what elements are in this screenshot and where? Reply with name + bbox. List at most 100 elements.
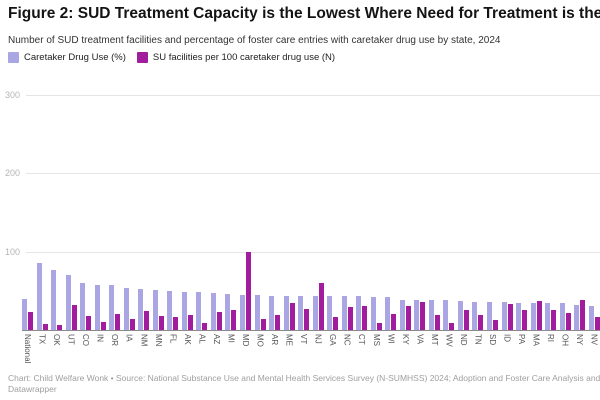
bar-caretaker-drug-use[interactable] xyxy=(167,290,173,330)
bar-su-facilities[interactable] xyxy=(565,312,571,330)
footer-datawrapper[interactable]: Datawrapper xyxy=(8,384,57,394)
chart-footer: Chart: Child Welfare Wonk • Source: Nati… xyxy=(8,373,600,395)
bar-caretaker-drug-use[interactable] xyxy=(530,302,536,330)
bar-group-ID xyxy=(501,301,513,330)
bar-su-facilities[interactable] xyxy=(594,317,600,330)
bar-su-facilities[interactable] xyxy=(522,309,528,330)
bar-su-facilities[interactable] xyxy=(86,315,92,330)
x-label-wrap: SD xyxy=(487,334,498,363)
bar-caretaker-drug-use[interactable] xyxy=(428,300,434,330)
bar-su-facilities[interactable] xyxy=(187,315,193,330)
bar-caretaker-drug-use[interactable] xyxy=(225,293,231,330)
bar-caretaker-drug-use[interactable] xyxy=(269,295,275,330)
bar-caretaker-drug-use[interactable] xyxy=(283,295,289,330)
chart-subtitle: Number of SUD treatment facilities and p… xyxy=(8,35,501,46)
bar-su-facilities[interactable] xyxy=(478,315,484,330)
bar-caretaker-drug-use[interactable] xyxy=(109,285,115,330)
bar-caretaker-drug-use[interactable] xyxy=(94,284,100,330)
bar-caretaker-drug-use[interactable] xyxy=(443,300,449,330)
bar-su-facilities[interactable] xyxy=(551,309,557,330)
bar-caretaker-drug-use[interactable] xyxy=(545,302,551,330)
bar-su-facilities[interactable] xyxy=(202,322,208,330)
bar-group-VA xyxy=(414,300,426,330)
bar-caretaker-drug-use[interactable] xyxy=(559,303,565,330)
bar-su-facilities[interactable] xyxy=(216,311,222,330)
x-label-wrap: UT xyxy=(66,334,77,363)
bar-su-facilities[interactable] xyxy=(376,322,382,330)
bar-group-MD xyxy=(239,252,251,330)
bar-caretaker-drug-use[interactable] xyxy=(196,292,202,330)
bar-caretaker-drug-use[interactable] xyxy=(36,263,42,330)
bar-su-facilities[interactable] xyxy=(405,306,411,330)
bar-su-facilities[interactable] xyxy=(260,319,266,330)
bar-su-facilities[interactable] xyxy=(28,311,33,330)
bar-caretaker-drug-use[interactable] xyxy=(181,291,187,330)
bar-caretaker-drug-use[interactable] xyxy=(370,297,376,330)
bar-su-facilities[interactable] xyxy=(100,322,106,330)
bar-su-facilities[interactable] xyxy=(536,301,542,330)
bar-su-facilities[interactable] xyxy=(391,313,397,330)
bar-group-KY xyxy=(399,300,411,330)
bar-su-facilities[interactable] xyxy=(304,308,310,330)
bar-su-facilities[interactable] xyxy=(144,311,150,330)
bar-caretaker-drug-use[interactable] xyxy=(472,301,478,330)
bar-caretaker-drug-use[interactable] xyxy=(123,288,129,330)
bar-caretaker-drug-use[interactable] xyxy=(341,296,347,330)
bar-caretaker-drug-use[interactable] xyxy=(210,293,216,330)
bar-group-OK xyxy=(51,269,63,330)
bar-group-SD xyxy=(487,301,498,330)
bar-caretaker-drug-use[interactable] xyxy=(22,299,27,330)
bar-group-TX xyxy=(36,263,48,330)
x-label-wrap: OH xyxy=(560,334,571,363)
bar-caretaker-drug-use[interactable] xyxy=(399,300,405,330)
bar-su-facilities[interactable] xyxy=(507,304,513,330)
bar-su-facilities[interactable] xyxy=(463,310,469,330)
bar-caretaker-drug-use[interactable] xyxy=(298,295,304,330)
bar-caretaker-drug-use[interactable] xyxy=(385,297,391,330)
bar-caretaker-drug-use[interactable] xyxy=(487,301,492,330)
bar-su-facilities[interactable] xyxy=(245,252,251,330)
bar-su-facilities[interactable] xyxy=(57,325,63,330)
bar-su-facilities[interactable] xyxy=(333,317,339,330)
x-axis-label-ID: ID xyxy=(502,334,512,342)
gridline-300 xyxy=(26,94,600,96)
bar-caretaker-drug-use[interactable] xyxy=(239,294,245,330)
bar-su-facilities[interactable] xyxy=(71,304,77,330)
bar-su-facilities[interactable] xyxy=(362,305,368,330)
bar-caretaker-drug-use[interactable] xyxy=(501,301,507,330)
x-label-wrap: AR xyxy=(269,334,280,363)
bar-su-facilities[interactable] xyxy=(42,323,48,330)
bar-caretaker-drug-use[interactable] xyxy=(327,296,333,330)
x-axis-label-UT: UT xyxy=(66,334,76,345)
bar-group-MI xyxy=(225,293,237,330)
bar-group-ME xyxy=(283,295,295,330)
bar-caretaker-drug-use[interactable] xyxy=(65,275,71,330)
bar-caretaker-drug-use[interactable] xyxy=(152,290,158,330)
bar-su-facilities[interactable] xyxy=(580,300,586,330)
bar-su-facilities[interactable] xyxy=(493,319,498,330)
bar-caretaker-drug-use[interactable] xyxy=(457,301,463,330)
bar-caretaker-drug-use[interactable] xyxy=(138,289,144,330)
bar-su-facilities[interactable] xyxy=(275,315,281,330)
bar-su-facilities[interactable] xyxy=(173,317,179,330)
bar-caretaker-drug-use[interactable] xyxy=(312,295,318,330)
bar-caretaker-drug-use[interactable] xyxy=(356,296,362,330)
bar-su-facilities[interactable] xyxy=(115,314,121,330)
bar-caretaker-drug-use[interactable] xyxy=(516,302,522,330)
bar-su-facilities[interactable] xyxy=(158,315,164,330)
bar-su-facilities[interactable] xyxy=(449,322,455,330)
bar-caretaker-drug-use[interactable] xyxy=(254,294,260,330)
bar-caretaker-drug-use[interactable] xyxy=(574,304,580,330)
x-axis-label-OH: OH xyxy=(560,334,570,346)
bar-caretaker-drug-use[interactable] xyxy=(51,269,57,330)
bar-su-facilities[interactable] xyxy=(231,309,237,330)
bar-su-facilities[interactable] xyxy=(318,282,324,330)
bar-caretaker-drug-use[interactable] xyxy=(414,300,420,330)
bar-caretaker-drug-use[interactable] xyxy=(80,282,86,330)
bar-su-facilities[interactable] xyxy=(289,303,295,330)
bar-su-facilities[interactable] xyxy=(129,319,135,330)
bar-caretaker-drug-use[interactable] xyxy=(588,305,594,330)
bar-su-facilities[interactable] xyxy=(420,301,426,330)
bar-su-facilities[interactable] xyxy=(347,307,353,330)
bar-su-facilities[interactable] xyxy=(434,315,440,330)
